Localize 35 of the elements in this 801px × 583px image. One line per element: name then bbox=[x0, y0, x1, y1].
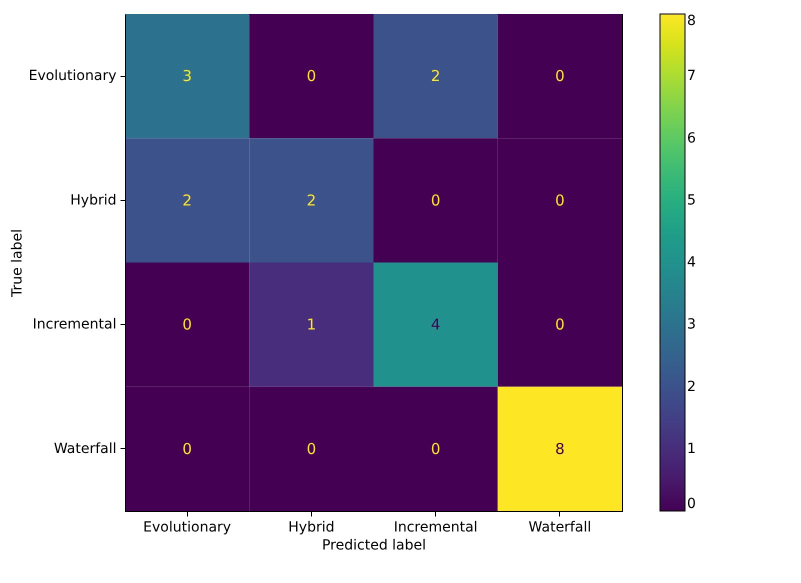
x-tick-label: Evolutionary bbox=[143, 520, 232, 536]
color-bar-label: 2 bbox=[687, 378, 696, 395]
color-bar-label: 8 bbox=[687, 13, 696, 29]
data-label: 0 bbox=[555, 67, 565, 86]
y-axis-title: True label bbox=[10, 228, 26, 298]
data-label: 4 bbox=[430, 316, 440, 334]
data-label: 0 bbox=[555, 191, 565, 210]
y-tick-label: Hybrid bbox=[70, 192, 116, 208]
data-label: 8 bbox=[555, 440, 565, 458]
x-axis-title: Predicted label bbox=[322, 538, 426, 554]
data-label: 0 bbox=[430, 191, 440, 210]
data-label: 1 bbox=[306, 316, 316, 334]
data-label: 0 bbox=[555, 316, 565, 334]
data-label: 0 bbox=[430, 440, 440, 458]
data-label: 2 bbox=[306, 191, 316, 210]
color-bar-label: 3 bbox=[687, 316, 696, 333]
data-label: 2 bbox=[182, 191, 192, 210]
y-tick-label: Incremental bbox=[32, 316, 116, 333]
data-label: 0 bbox=[306, 440, 316, 458]
data-label: 2 bbox=[430, 67, 440, 86]
x-tick-label: Incremental bbox=[394, 520, 478, 536]
y-tick-label: Evolutionary bbox=[28, 68, 116, 84]
data-label: 3 bbox=[182, 67, 192, 86]
x-tick-label: Hybrid bbox=[288, 520, 334, 536]
data-label: 0 bbox=[182, 316, 192, 334]
color-bar-label: 4 bbox=[687, 254, 696, 270]
data-label: 0 bbox=[306, 67, 316, 86]
x-tick-label: Waterfall bbox=[528, 520, 592, 536]
color-bar-label: 7 bbox=[687, 68, 696, 84]
y-tick-label: Waterfall bbox=[54, 440, 116, 457]
color-bar-label: 0 bbox=[687, 496, 696, 512]
data-label: 0 bbox=[182, 440, 192, 458]
color-bar-label: 5 bbox=[687, 192, 696, 208]
color-bar-label: 6 bbox=[687, 130, 696, 146]
color-bar-label: 1 bbox=[687, 440, 696, 457]
